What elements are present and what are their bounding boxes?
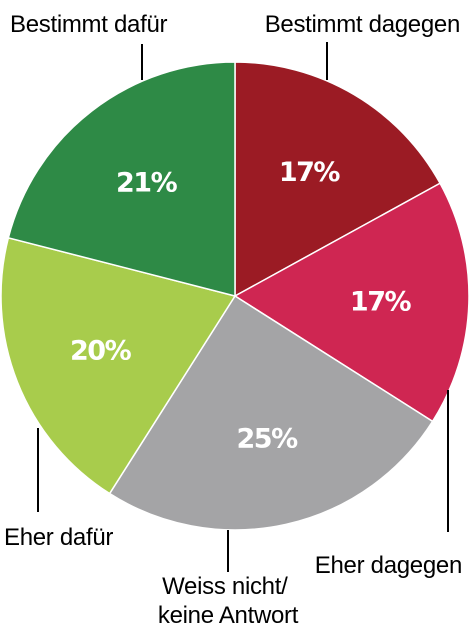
percent-labels: 17% 17% 25% 20% 21% — [70, 157, 413, 455]
percent-label-bestimmt-dagegen: 17% — [279, 157, 341, 188]
pie-slice-eher-dafuer — [0, 236, 237, 495]
category-label-eher-dagegen: Eher dagegen — [315, 552, 462, 579]
leader-lines — [37, 42, 449, 572]
pie-slice-weiss-nicht — [108, 294, 434, 531]
percent-label-weiss-nicht: 25% — [237, 424, 299, 455]
category-label-weiss-nicht-line-1: Weiss nicht/ — [162, 573, 288, 600]
percent-label-eher-dafuer: 20% — [70, 335, 132, 366]
pie-slice-bestimmt-dagegen — [234, 61, 442, 298]
pie-slices — [0, 61, 469, 531]
category-label-weiss-nicht-line-2: keine Antwort — [158, 602, 299, 629]
percent-label-bestimmt-dafuer: 21% — [116, 167, 178, 198]
category-label-bestimmt-dafuer: Bestimmt dafür — [10, 11, 167, 38]
percent-label-eher-dagegen: 17% — [350, 287, 412, 318]
category-label-bestimmt-dagegen: Bestimmt dagegen — [265, 11, 460, 38]
category-label-weiss-nicht: Weiss nicht/ keine Antwort — [158, 573, 299, 629]
pie-slice-bestimmt-dafuer — [7, 61, 236, 297]
category-label-eher-dafuer: Eher dafür — [4, 524, 113, 551]
category-labels: Bestimmt dafür Bestimmt dagegen Eher daf… — [4, 11, 462, 629]
